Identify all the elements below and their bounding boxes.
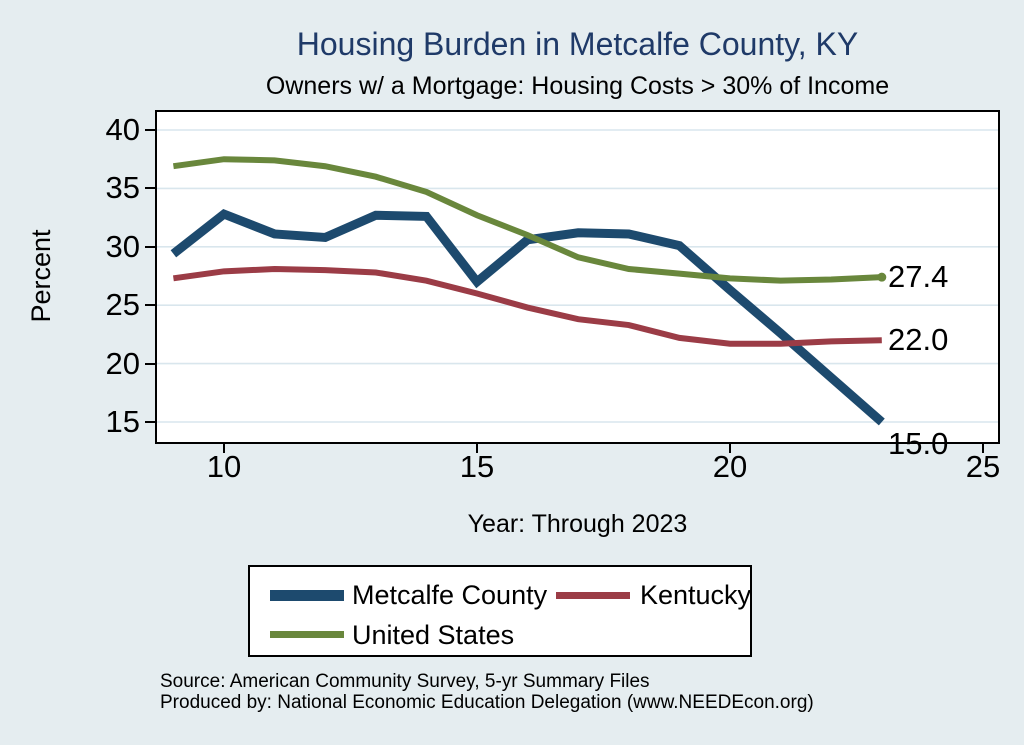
x-tick-label-20: 20 [712, 449, 748, 484]
end-label-kentucky: 22.0 [888, 322, 949, 358]
y-tick-30 [145, 245, 155, 248]
line-united-states [172, 156, 882, 284]
x-axis-label: Year: Through 2023 [467, 510, 688, 538]
legend-label-kentucky: Kentucky [640, 580, 752, 610]
x-tick-10 [223, 444, 225, 453]
y-axis-label: Percent [26, 229, 56, 323]
y-tick-25 [145, 304, 155, 307]
end-label-metcalfe: 15.0 [888, 426, 949, 461]
footer-producer: Produced by: National Economic Education… [160, 692, 814, 713]
y-tick-20 [145, 362, 155, 365]
legend: Metcalfe County Kentucky United States [248, 565, 752, 657]
plot-area [155, 110, 1000, 444]
legend-swatch-metcalfe-county [270, 590, 344, 601]
legend-swatch-kentucky [556, 592, 630, 599]
x-tick-15 [476, 444, 478, 453]
end-marker-united-states [877, 272, 887, 282]
y-tick-label-30: 30 [105, 228, 140, 264]
x-tick-label-25: 25 [965, 449, 1001, 484]
legend-label-united-states: United States [352, 620, 515, 650]
y-tick-label-40: 40 [105, 112, 140, 147]
chart-title: Housing Burden in Metcalfe County, KY [296, 26, 859, 62]
x-tick-label-15: 15 [459, 449, 495, 484]
y-tick-15 [145, 421, 155, 423]
y-tick-label-20: 20 [105, 345, 140, 381]
x-tick-20 [729, 444, 731, 453]
chart-subtitle: Owners w/ a Mortgage: Housing Costs > 30… [265, 72, 890, 100]
footer-source: Source: American Community Survey, 5-yr … [160, 671, 650, 692]
x-tick-label-10: 10 [206, 449, 242, 484]
y-tick-35 [145, 187, 155, 190]
y-tick-label-15: 15 [105, 404, 140, 439]
chart-svg [157, 129, 998, 426]
y-tick-label-25: 25 [105, 287, 140, 323]
x-tick-25 [982, 444, 984, 453]
legend-label-metcalfe-county: Metcalfe County [352, 580, 548, 610]
line-kentucky [172, 265, 882, 347]
line-metcalfe [170, 208, 885, 426]
end-label-united-states: 27.4 [888, 259, 949, 295]
legend-swatch-united-states [270, 631, 344, 638]
footer-notes: Source: American Community Survey, 5-yr … [160, 671, 814, 713]
y-tick-label-35: 35 [105, 170, 140, 206]
y-tick-40 [145, 129, 155, 131]
